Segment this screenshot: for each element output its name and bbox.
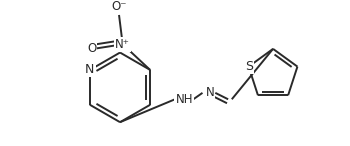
Text: S: S <box>245 60 253 73</box>
Text: N⁺: N⁺ <box>115 38 130 51</box>
Text: O: O <box>87 42 96 55</box>
Text: O⁻: O⁻ <box>111 0 127 13</box>
Text: N: N <box>205 86 214 99</box>
Text: NH: NH <box>175 93 193 106</box>
Text: N: N <box>85 64 94 77</box>
